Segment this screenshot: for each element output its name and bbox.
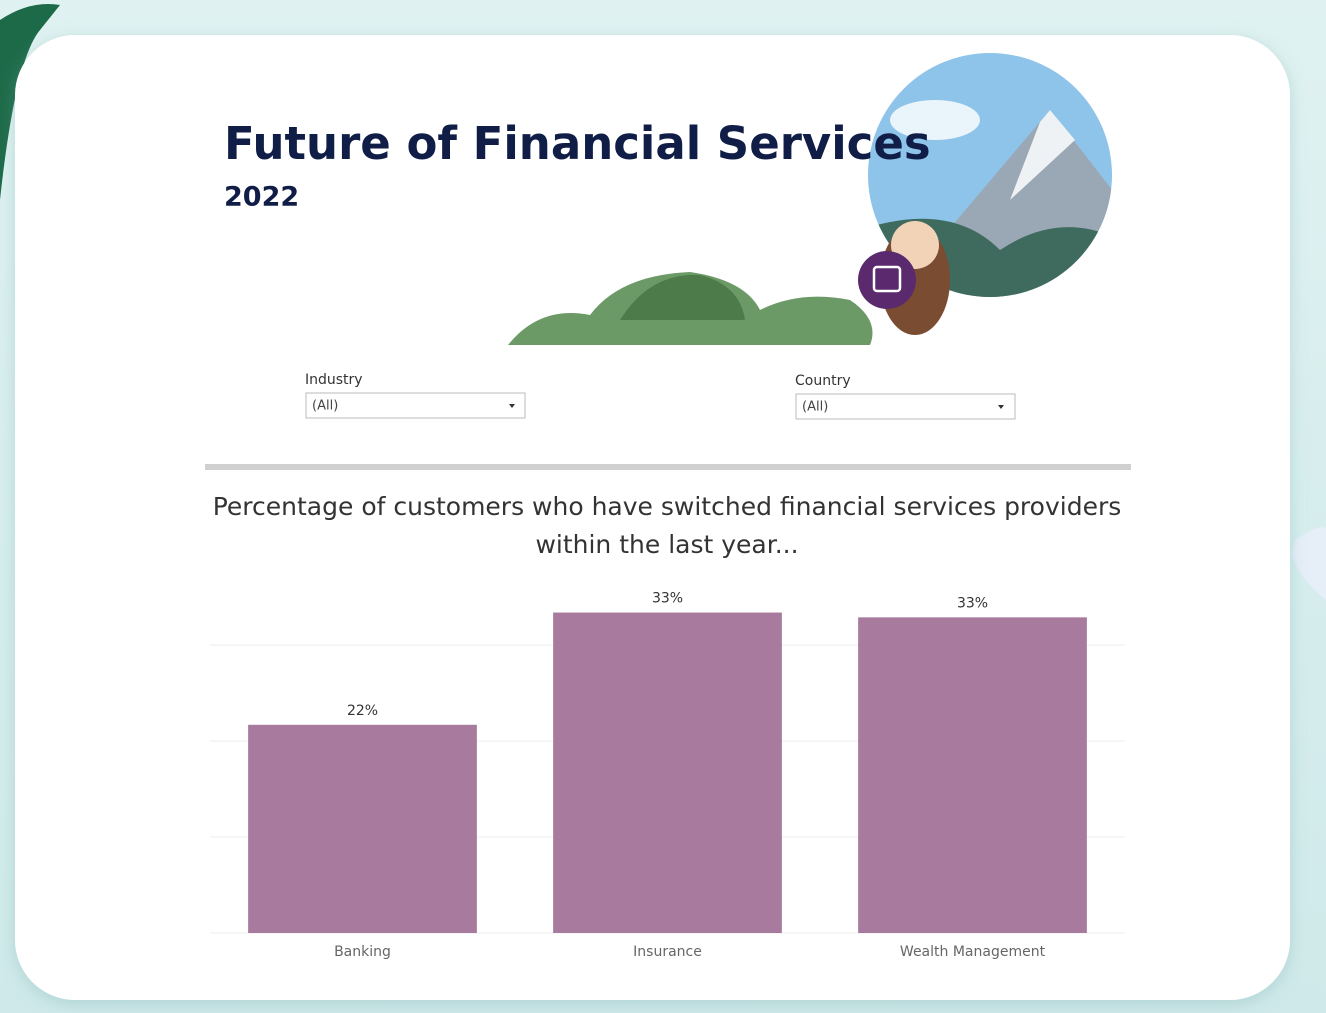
badge — [858, 251, 916, 309]
value-label: 22% — [347, 703, 378, 719]
page-subtitle: 2022 — [224, 182, 299, 213]
filter-label: Country — [795, 373, 851, 389]
chart-title: Percentage of customers who have switche… — [207, 488, 1127, 564]
bar — [858, 617, 1087, 933]
x-tick-label: Wealth Management — [900, 944, 1046, 960]
divider — [205, 464, 1131, 470]
x-tick-label: Insurance — [633, 944, 702, 960]
filter-select[interactable]: (All) — [796, 394, 1015, 419]
x-tick-label: Banking — [334, 944, 391, 960]
page: Future of Financial Services 2022 Indust… — [0, 0, 1326, 1013]
filter-select[interactable]: (All) — [306, 393, 525, 418]
bar — [248, 725, 477, 933]
select-box[interactable] — [306, 393, 525, 418]
value-label: 33% — [652, 591, 683, 607]
select-value: (All) — [802, 400, 828, 415]
page-title: Future of Financial Services — [224, 117, 931, 170]
filter-label: Industry — [305, 372, 363, 388]
hand-decoration — [1292, 527, 1326, 600]
value-label: 33% — [957, 595, 988, 611]
bar — [553, 613, 782, 933]
select-value: (All) — [312, 399, 338, 414]
select-box[interactable] — [796, 394, 1015, 419]
